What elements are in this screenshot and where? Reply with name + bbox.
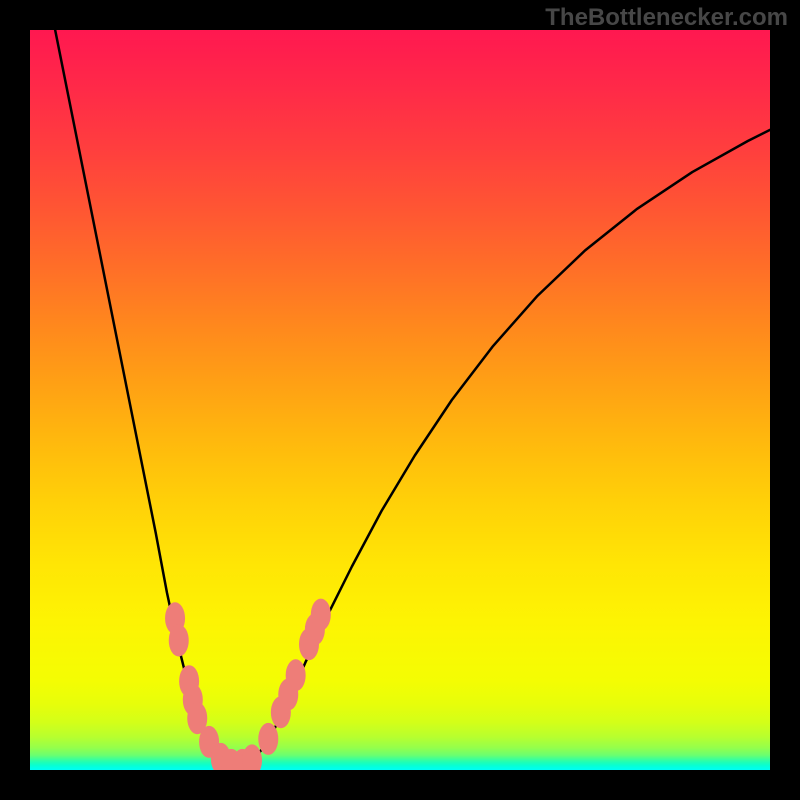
data-bead (286, 659, 306, 691)
watermark-text: TheBottlenecker.com (545, 4, 788, 32)
bottleneck-chart: TheBottlenecker.com (0, 0, 800, 800)
chart-svg (0, 0, 800, 800)
data-bead (311, 599, 331, 631)
gradient-background (30, 30, 770, 770)
data-bead (169, 625, 189, 657)
data-bead (258, 723, 278, 755)
